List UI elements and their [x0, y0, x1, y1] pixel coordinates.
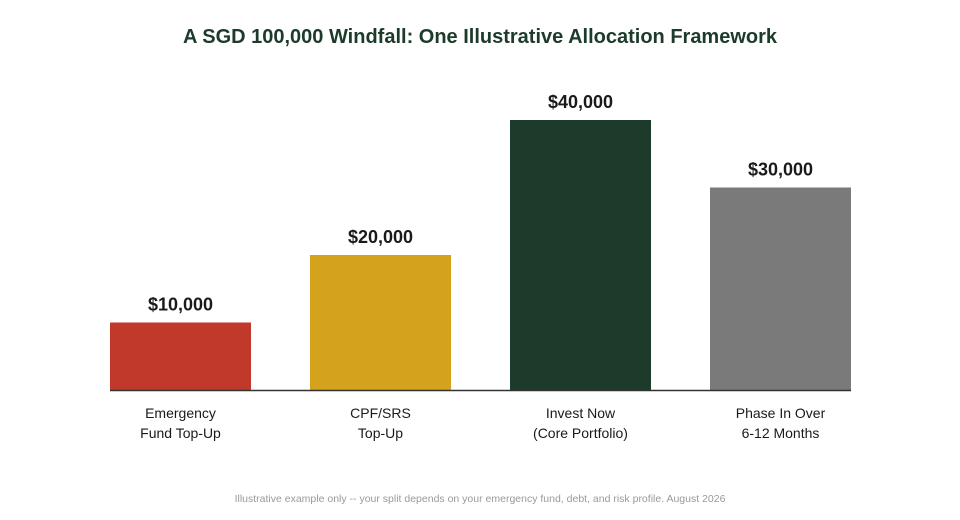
x-tick-label-2: CPF/SRS Top-Up: [350, 405, 411, 441]
bar-3: [510, 120, 651, 390]
data-label-2: $20,000: [348, 227, 413, 247]
data-label-3: $40,000: [548, 92, 613, 112]
x-tick-labels: Emergency Fund Top-Up CPF/SRS Top-Up Invest …: [140, 405, 825, 441]
footnote: Illustrative example only -- your split …: [234, 493, 726, 505]
value-labels-layer: $10,000 $20,000 $40,000 $30,000: [148, 92, 813, 315]
data-label-4: $30,000: [748, 160, 813, 180]
x-tick-label-1: Emergency Fund Top-Up: [140, 405, 221, 441]
x-tick-label-3: Invest Now (Core Portfolio): [533, 405, 628, 441]
bar-4: [710, 187, 851, 390]
bar-2: [310, 255, 451, 390]
bar-1: [110, 322, 251, 390]
chart-title: A SGD 100,000 Windfall: One Illustrative…: [182, 26, 778, 48]
bars-layer: [110, 120, 851, 390]
data-label-1: $10,000: [148, 295, 213, 315]
x-tick-label-4: Phase In Over 6-12 Months: [736, 405, 826, 441]
